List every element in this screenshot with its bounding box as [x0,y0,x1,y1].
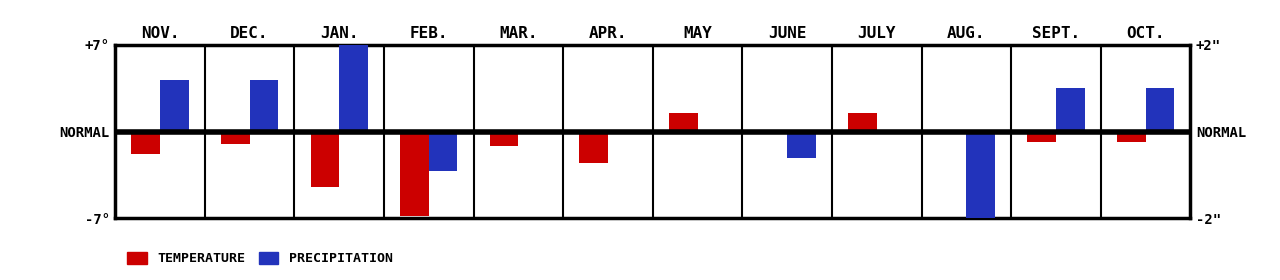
Bar [669,113,698,132]
Bar [429,132,457,171]
Bar [311,132,339,187]
Bar [1117,132,1146,141]
Bar [132,132,160,154]
Legend: TEMPERATURE, PRECIPITATION: TEMPERATURE, PRECIPITATION [122,247,398,270]
Bar [966,132,995,218]
Bar [1056,88,1084,132]
Bar [1028,132,1056,141]
Bar [401,132,429,216]
Bar [490,132,518,146]
Bar [580,132,608,163]
Bar [787,132,815,158]
Bar [339,45,367,132]
Bar [160,80,188,132]
Bar [849,113,877,132]
Bar [250,80,278,132]
Bar [221,132,250,144]
Bar [1146,88,1174,132]
